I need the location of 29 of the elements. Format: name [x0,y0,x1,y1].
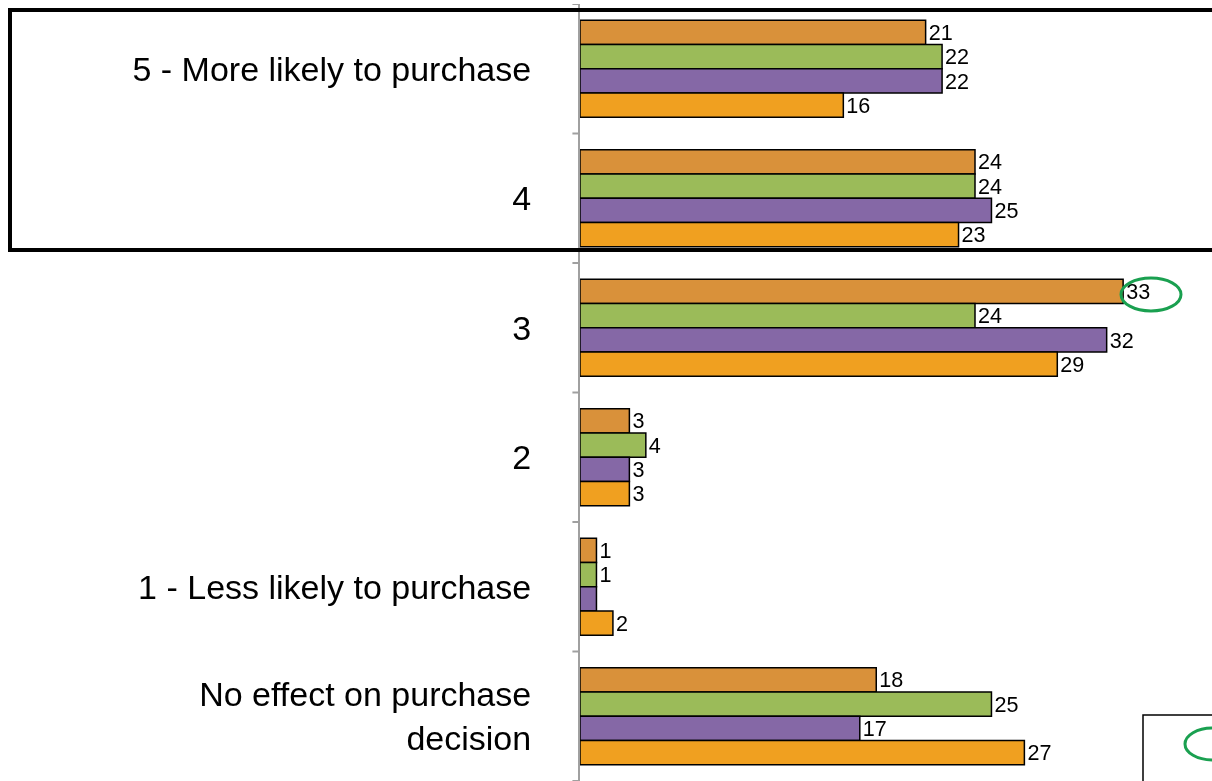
data-label: 27 [1027,740,1052,766]
data-label: 25 [994,691,1019,717]
y-tick-label: No effect on purchase decision [199,675,532,758]
data-label: 18 [879,667,904,693]
y-tick-label: 1 - Less likely to purchase [138,567,532,606]
data-label: 2 [615,610,628,636]
data-label: 22 [945,44,970,70]
data-label: 22 [945,68,970,94]
data-label: 23 [961,222,986,248]
data-label: 3 [632,481,645,507]
data-label: 24 [978,303,1003,329]
y-tick-label: 2 [512,438,532,477]
data-label: 1 [599,537,612,563]
data-label: 3 [632,457,645,483]
y-tick-label: 3 [512,308,532,347]
data-label: 21 [928,19,953,45]
data-label: 24 [978,173,1003,199]
data-label: 24 [978,149,1003,175]
data-label: 4 [648,432,661,458]
data-label: 32 [1109,327,1134,353]
data-label: 1 [599,562,612,588]
data-label: 16 [846,92,871,118]
data-label: 33 [1126,278,1151,304]
data-label: 29 [1060,351,1085,377]
y-tick-label: 4 [512,179,532,218]
data-label: 17 [862,716,887,742]
data-label: 3 [632,408,645,434]
data-label: 25 [994,198,1019,224]
y-tick-label: 5 - More likely to purchase [132,49,532,88]
